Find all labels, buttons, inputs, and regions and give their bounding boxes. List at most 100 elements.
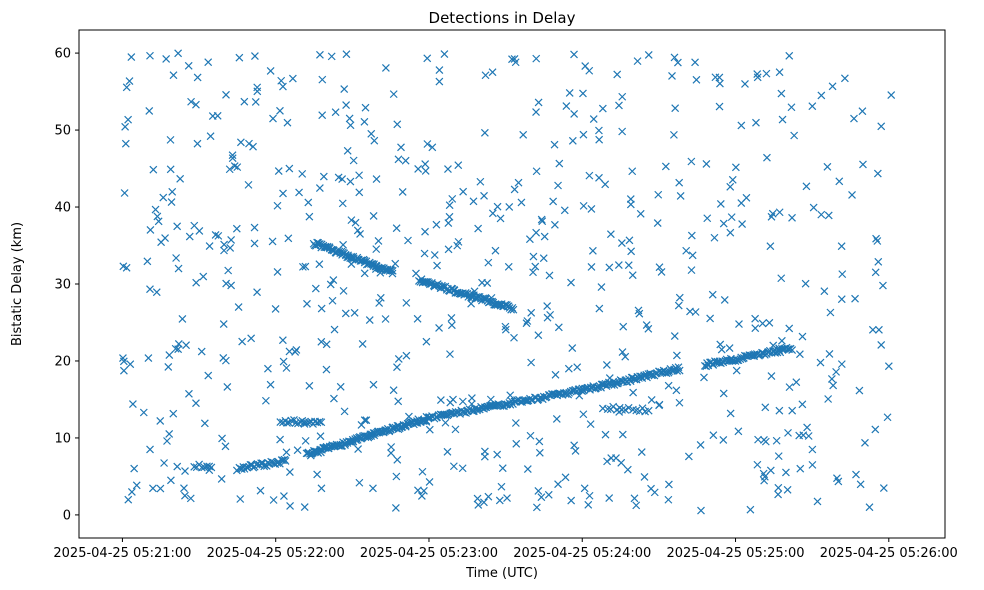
data-point-marker — [538, 217, 547, 226]
data-point-marker — [171, 344, 180, 353]
data-point-marker — [691, 58, 699, 67]
data-point-marker — [785, 324, 794, 333]
data-point-marker — [803, 423, 812, 432]
data-point-marker — [317, 418, 326, 427]
data-point-marker — [163, 437, 171, 445]
data-point-marker — [180, 484, 188, 493]
data-point-marker — [392, 472, 401, 481]
data-point-marker — [734, 427, 743, 436]
data-point-marker — [697, 506, 705, 515]
data-point-marker — [355, 171, 364, 180]
data-point-marker — [360, 416, 369, 425]
data-point-marker — [298, 169, 307, 178]
data-point-marker — [404, 236, 412, 245]
data-point-marker — [283, 118, 292, 127]
data-point-marker — [584, 500, 593, 509]
data-point-marker — [317, 484, 326, 493]
data-point-marker — [768, 209, 777, 218]
data-point-marker — [365, 316, 374, 325]
data-point-marker — [318, 111, 327, 120]
data-point-marker — [726, 182, 735, 191]
data-point-marker — [393, 120, 402, 129]
data-point-marker — [347, 216, 356, 225]
data-point-marker — [301, 262, 310, 271]
data-point-marker — [369, 380, 378, 389]
data-point-marker — [421, 160, 430, 168]
data-point-marker — [283, 419, 291, 427]
data-point-marker — [544, 490, 553, 499]
data-point-marker — [149, 165, 158, 174]
data-point-marker — [706, 314, 715, 323]
data-point-marker — [808, 102, 817, 111]
data-point-marker — [232, 224, 241, 233]
data-point-marker — [205, 242, 214, 251]
data-point-marker — [504, 262, 513, 271]
data-point-marker — [587, 204, 596, 213]
data-point-marker — [522, 319, 531, 328]
data-point-marker — [484, 492, 493, 501]
data-point-marker — [765, 318, 774, 327]
data-point-marker — [293, 446, 302, 455]
data-point-marker — [802, 182, 811, 191]
data-point-marker — [361, 103, 370, 112]
data-point-marker — [817, 91, 826, 100]
data-point-marker — [238, 337, 247, 346]
data-point-marker — [598, 104, 607, 113]
data-point-marker — [534, 98, 543, 107]
data-point-marker — [370, 136, 379, 145]
data-point-marker — [228, 154, 237, 163]
data-point-marker — [197, 347, 206, 356]
data-point-marker — [273, 268, 282, 276]
data-point-marker — [684, 452, 693, 461]
data-point-marker — [510, 54, 519, 63]
data-point-marker — [176, 174, 185, 183]
data-point-marker — [741, 79, 749, 88]
data-point-marker — [193, 139, 202, 148]
data-point-marker — [777, 274, 786, 283]
data-point-marker — [532, 167, 541, 176]
data-point-marker — [537, 493, 546, 502]
data-point-marker — [676, 191, 685, 200]
data-point-marker — [160, 459, 169, 467]
data-point-marker — [655, 401, 663, 410]
data-point-marker — [837, 242, 846, 251]
data-point-marker — [346, 121, 355, 130]
data-point-marker — [436, 396, 445, 404]
data-point-marker — [738, 220, 747, 228]
data-point-marker — [342, 101, 351, 109]
data-point-marker — [720, 296, 729, 304]
data-point-marker — [127, 53, 136, 61]
data-point-marker — [539, 254, 548, 263]
x-axis-label: Time (UTC) — [465, 566, 538, 581]
data-point-marker — [311, 284, 320, 293]
data-point-marker — [527, 358, 536, 367]
data-point-marker — [775, 208, 784, 217]
data-point-marker — [305, 212, 314, 221]
data-point-marker — [624, 403, 633, 412]
data-point-marker — [586, 420, 595, 429]
data-point-marker — [568, 344, 577, 353]
data-point-marker — [375, 299, 384, 307]
data-point-marker — [852, 470, 860, 479]
data-point-marker — [279, 82, 287, 91]
data-point-marker — [336, 382, 345, 391]
data-point-marker — [338, 175, 347, 184]
data-point-marker — [263, 364, 272, 373]
y-tick-label: 40 — [54, 201, 71, 216]
data-point-marker — [877, 122, 886, 131]
data-point-marker — [598, 404, 607, 413]
data-point-marker — [144, 354, 153, 362]
data-point-marker — [220, 240, 229, 249]
data-point-marker — [871, 268, 880, 277]
data-point-marker — [304, 198, 313, 207]
data-point-marker — [632, 501, 641, 510]
data-point-marker — [813, 497, 822, 506]
data-point-marker — [185, 389, 193, 398]
data-point-marker — [156, 417, 165, 425]
data-point-marker — [430, 251, 439, 259]
data-point-marker — [204, 58, 213, 67]
data-point-marker — [301, 436, 310, 445]
data-point-marker — [874, 257, 883, 266]
data-point-marker — [425, 425, 434, 434]
data-point-marker — [282, 364, 291, 372]
